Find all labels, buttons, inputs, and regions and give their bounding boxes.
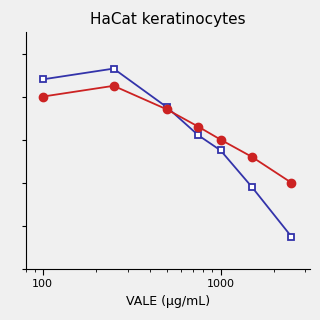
- Title: HaCat keratinocytes: HaCat keratinocytes: [90, 12, 246, 27]
- X-axis label: VALE (μg/mL): VALE (μg/mL): [126, 295, 210, 308]
